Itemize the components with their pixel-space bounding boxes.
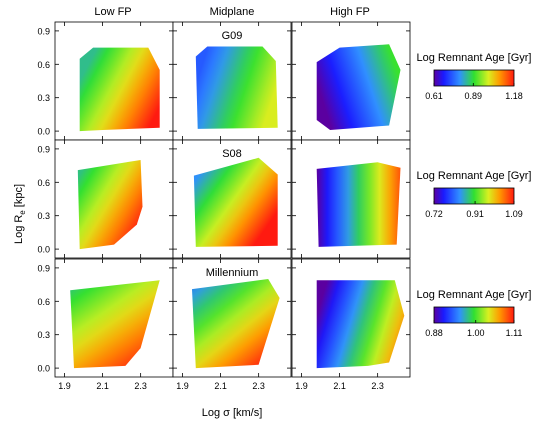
x-axis-label: Log σ [km/s] [202, 407, 263, 419]
data-region [316, 44, 401, 130]
colorbar-gradient [433, 306, 515, 324]
panel-s08-low-fp: 0.0 0.3 0.6 0.9 [37, 139, 174, 259]
colorbar-tick-label: 0.72 [425, 209, 443, 219]
x-tick-label: 2.3 [252, 381, 265, 391]
panel-s08-midplane: S08 [172, 139, 292, 259]
y-axis-label-main: Log R [13, 215, 25, 244]
y-tick-label: 0.0 [37, 245, 50, 255]
data-region [193, 157, 278, 247]
x-tick-label: 2.3 [371, 381, 384, 391]
panel-millennium-high-fp: 1.9 2.1 2.3 [291, 258, 411, 391]
panel-s08-high-fp [291, 139, 411, 259]
x-tick-label: 1.9 [58, 381, 71, 391]
y-tick-label: 0.9 [37, 144, 50, 154]
panel-g09-midplane: G09 [172, 21, 292, 141]
panel-label: G09 [222, 30, 243, 42]
y-tick-label: 0.6 [37, 60, 50, 70]
data-region [316, 162, 401, 247]
colorbar-title: Log Remnant Age [Gyr] [417, 289, 532, 301]
x-tick-label: 2.3 [134, 381, 147, 391]
colorbar-gradient [433, 187, 515, 205]
y-tick-label: 0.3 [37, 93, 50, 103]
panel-millennium-low-fp: 0.0 0.3 0.6 0.9 1.9 2.1 2.3 [37, 258, 174, 391]
data-region [192, 279, 280, 369]
x-tick-label: 2.1 [214, 381, 227, 391]
colorbar-tick-label: 1.09 [505, 209, 523, 219]
y-tick-label: 0.9 [37, 26, 50, 36]
column-header-midplane: Midplane [210, 6, 255, 18]
data-region [70, 280, 160, 369]
panel-label: Millennium [206, 267, 259, 279]
colorbar-title: Log Remnant Age [Gyr] [417, 52, 532, 64]
colorbar-tick-label: 1.00 [467, 328, 485, 338]
colorbar-millennium: Log Remnant Age [Gyr] 0.88 1.00 1.11 [417, 289, 532, 338]
y-tick-label: 0.9 [37, 263, 50, 273]
panel-label: S08 [222, 148, 242, 160]
column-header-high-fp: High FP [330, 6, 370, 18]
y-tick-label: 0.3 [37, 330, 50, 340]
data-region [316, 280, 405, 369]
colorbar-tick-label: 0.89 [465, 91, 483, 101]
colorbar-title: Log Remnant Age [Gyr] [417, 170, 532, 182]
y-tick-label: 0.0 [37, 127, 50, 137]
y-tick-label: 0.0 [37, 364, 50, 374]
x-tick-label: 1.9 [176, 381, 189, 391]
y-tick-label: 0.3 [37, 211, 50, 221]
colorbar-tick-label: 1.18 [505, 91, 523, 101]
colorbar-tick-label: 0.91 [466, 209, 484, 219]
data-region [195, 46, 278, 129]
y-axis-label: Log Re [kpc] [13, 184, 27, 244]
panel-g09-low-fp: 0.0 0.3 0.6 0.9 [37, 21, 174, 141]
x-tick-label: 2.1 [333, 381, 346, 391]
colorbar-tick-label: 1.11 [506, 328, 523, 338]
colorbar-s08: Log Remnant Age [Gyr] 0.72 0.91 1.09 [417, 170, 532, 219]
column-header-low-fp: Low FP [94, 6, 131, 18]
x-tick-label: 2.1 [96, 381, 109, 391]
colorbar-gradient [433, 69, 515, 87]
panel-g09-high-fp [291, 21, 411, 141]
y-tick-label: 0.6 [37, 297, 50, 307]
y-axis-label-unit: [kpc] [13, 184, 25, 210]
y-tick-label: 0.6 [37, 178, 50, 188]
colorbar-tick-label: 0.61 [425, 91, 443, 101]
colorbar-tick-label: 0.88 [425, 328, 443, 338]
colorbar-g09: Log Remnant Age [Gyr] 0.61 0.89 1.18 [417, 52, 532, 101]
x-tick-label: 1.9 [295, 381, 308, 391]
y-axis-label-subscript: e [18, 210, 27, 215]
data-region [77, 160, 143, 250]
panel-millennium-midplane: 1.9 2.1 2.3 Millennium [172, 258, 292, 391]
data-region [79, 47, 160, 132]
